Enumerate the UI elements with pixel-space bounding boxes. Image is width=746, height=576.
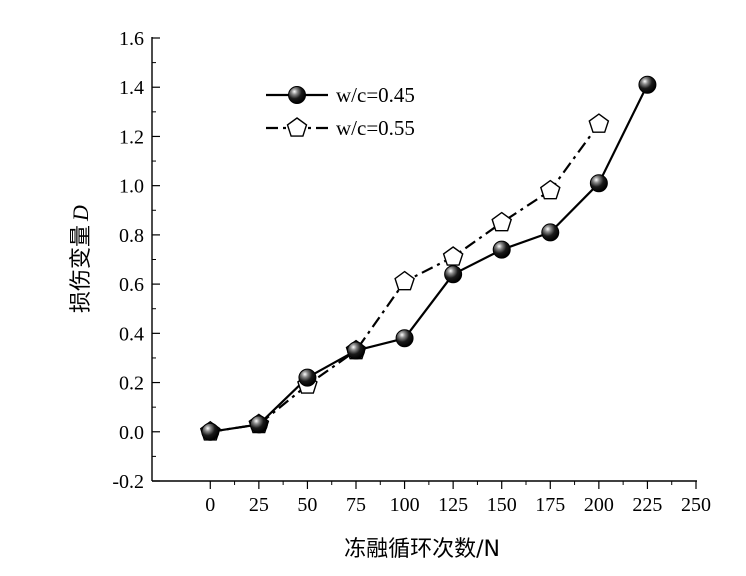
data-point bbox=[395, 329, 414, 348]
y-axis-title: 损伤变量 D bbox=[68, 205, 94, 313]
data-point bbox=[588, 113, 610, 133]
ticks: -0.2 0.0 0.2 0.4 0.6 0.8 1.0 1.2 1.4 1.6 0 25 50 75 10… bbox=[112, 28, 711, 516]
x-axis-title: 冻融循环次数/N bbox=[344, 537, 500, 562]
y-tick-label: 0.6 bbox=[119, 274, 144, 296]
y-tick-label: 0.4 bbox=[119, 323, 144, 345]
x-tick-label: 0 bbox=[205, 494, 215, 516]
y-tick-label: 0.8 bbox=[119, 225, 144, 247]
data-point bbox=[249, 415, 268, 434]
data-point bbox=[444, 265, 463, 284]
x-tick-label: 200 bbox=[584, 494, 614, 516]
legend-entry: w/c=0.45 bbox=[266, 83, 415, 107]
data-point bbox=[491, 211, 513, 232]
y-axis-title-symbol: D bbox=[68, 205, 93, 222]
x-tick-label: 25 bbox=[249, 494, 269, 516]
y-tick-label: 1.4 bbox=[119, 77, 144, 99]
y-tick-label: 1.6 bbox=[119, 28, 144, 50]
legend-label: w/c=0.45 bbox=[336, 83, 415, 107]
y-tick-label: 0.0 bbox=[119, 422, 144, 444]
series-1-points bbox=[201, 75, 657, 441]
x-tick-label: 225 bbox=[632, 494, 662, 516]
data-point bbox=[394, 270, 415, 291]
data-point bbox=[539, 179, 561, 200]
legend: w/c=0.45 w/c=0.55 bbox=[266, 83, 415, 140]
y-tick-label: 0.2 bbox=[119, 373, 144, 395]
x-tick-label: 175 bbox=[535, 494, 565, 516]
x-tick-label: 150 bbox=[487, 494, 517, 516]
data-point bbox=[589, 174, 608, 193]
y-tick-label: -0.2 bbox=[112, 471, 144, 493]
legend-entry: w/c=0.55 bbox=[266, 116, 415, 140]
data-point bbox=[298, 368, 317, 387]
x-tick-label: 250 bbox=[681, 494, 711, 516]
data-point bbox=[442, 246, 464, 266]
x-tick-label: 125 bbox=[438, 494, 468, 516]
data-point bbox=[201, 422, 220, 441]
legend-marker bbox=[288, 86, 306, 104]
data-point bbox=[492, 240, 511, 259]
y-tick-label: 1.0 bbox=[119, 176, 144, 198]
data-point bbox=[541, 223, 560, 242]
series-1 bbox=[210, 84, 649, 433]
data-series bbox=[199, 75, 657, 441]
x-tick-label: 100 bbox=[390, 494, 420, 516]
x-tick-label: 50 bbox=[297, 494, 317, 516]
legend-marker bbox=[286, 117, 308, 137]
legend-label: w/c=0.55 bbox=[336, 116, 415, 140]
data-point bbox=[638, 75, 657, 94]
y-axis-title-label: 损伤变量 bbox=[69, 225, 94, 313]
axes bbox=[151, 37, 697, 482]
x-tick-label: 75 bbox=[346, 494, 366, 516]
series-line bbox=[210, 84, 649, 433]
data-point bbox=[347, 341, 365, 360]
series-2-points bbox=[199, 113, 610, 441]
y-tick-label: 1.2 bbox=[119, 126, 144, 148]
